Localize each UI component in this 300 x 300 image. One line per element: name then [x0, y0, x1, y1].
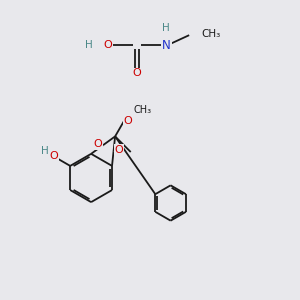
- Text: H: H: [41, 146, 49, 156]
- Text: O: O: [93, 139, 102, 149]
- Text: CH₃: CH₃: [134, 105, 152, 115]
- Text: O: O: [115, 145, 123, 155]
- Text: H: H: [85, 40, 93, 50]
- Text: O: O: [132, 68, 141, 78]
- Text: N: N: [162, 39, 171, 52]
- Text: CH₃: CH₃: [201, 29, 220, 39]
- Text: O: O: [123, 116, 132, 126]
- Text: H: H: [162, 23, 170, 33]
- Text: O: O: [49, 151, 58, 161]
- Text: O: O: [103, 40, 112, 50]
